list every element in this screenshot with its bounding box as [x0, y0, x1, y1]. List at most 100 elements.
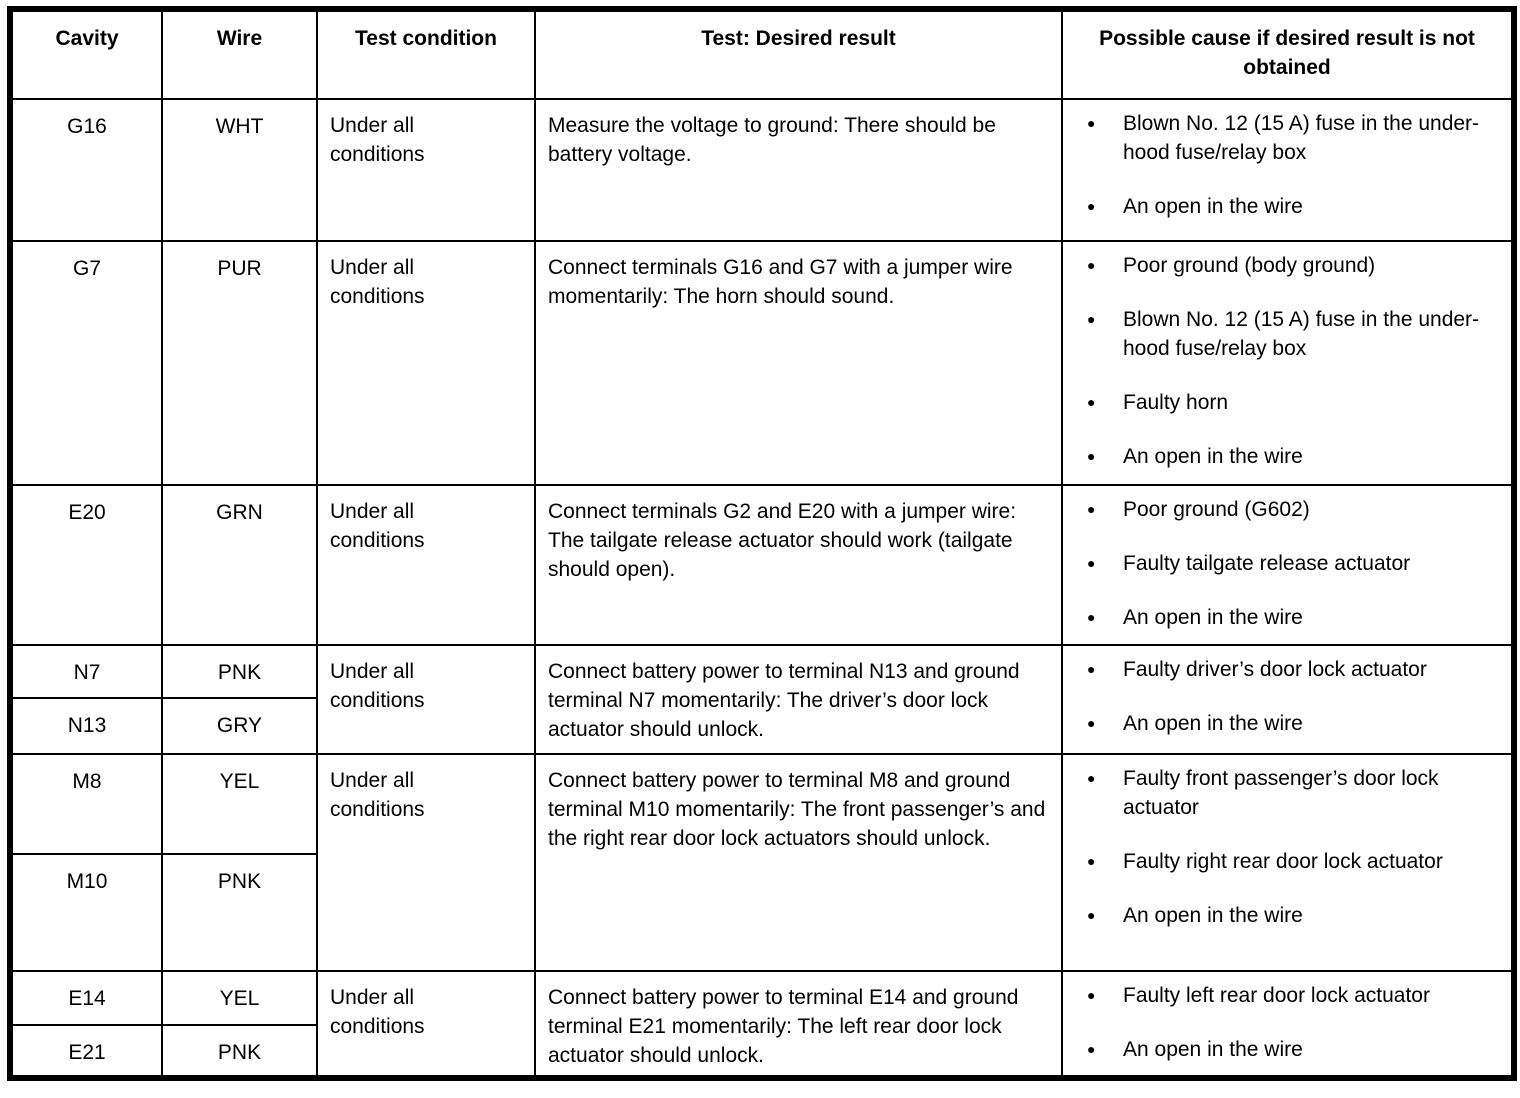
cause-text: An open in the wire [1123, 712, 1303, 735]
test-condition-cell: Under all conditions [316, 970, 536, 1079]
table-row: M8 YEL Under all conditions Connect battery… [9, 753, 1515, 972]
bullet-icon: ● [1087, 661, 1096, 677]
cause-text: Poor ground (G602) [1123, 498, 1310, 521]
cavity-cell: M10 [9, 853, 163, 972]
test-result-cell: Connect terminals G2 and E20 with a jump… [534, 484, 1063, 646]
bullet-icon: ● [1087, 115, 1096, 131]
cause-item: ● Blown No. 12 (15 A) fuse in the under-h… [1087, 109, 1501, 167]
cause-item: ● Faulty left rear door lock actuator [1087, 981, 1501, 1010]
table-row: E14 YEL Under all conditions Connect batter… [9, 970, 1515, 1079]
possible-causes-cell: ● Poor ground (G602) ● Faulty tailgate rele… [1061, 484, 1515, 646]
bullet-icon: ● [1087, 501, 1096, 517]
table-row: G16 WHT Under all conditions Measure the vo… [9, 98, 1515, 242]
cavity-cell: N13 [9, 697, 163, 755]
table-header: Cavity Wire Test condition Test: Desired… [9, 8, 1515, 100]
possible-causes-cell: ● Poor ground (body ground) ● Blown No. 12 … [1061, 240, 1515, 486]
wire-cell: YEL [161, 970, 318, 1026]
table-row: M10 PNK [9, 853, 1514, 972]
cause-text: An open in the wire [1123, 1038, 1303, 1061]
test-result-cell: Connect battery power to terminal E14 an… [534, 970, 1063, 1079]
bullet-icon: ● [1087, 555, 1096, 571]
cause-text: An open in the wire [1123, 445, 1303, 468]
column-header-cavity: Cavity [9, 8, 163, 100]
test-result-cell: Connect battery power to terminal N13 an… [534, 644, 1063, 755]
test-condition-cell: Under all conditions [316, 240, 536, 486]
bullet-icon: ● [1087, 715, 1096, 731]
wire-cell: YEL [161, 753, 318, 855]
cause-text: An open in the wire [1123, 606, 1303, 629]
cause-text: Faulty right rear door lock actuator [1123, 850, 1443, 873]
bullet-icon: ● [1087, 394, 1096, 410]
wire-cell: GRY [161, 697, 318, 755]
bullet-icon: ● [1087, 770, 1096, 786]
cause-text: Poor ground (body ground) [1123, 254, 1376, 277]
cause-item: ● Faulty driver’s door lock actuator [1087, 655, 1501, 684]
cause-item: ● Poor ground (body ground) [1087, 251, 1501, 280]
possible-causes-cell: ● Faulty driver’s door lock actuator ● An o… [1061, 644, 1515, 755]
cause-item: ● An open in the wire [1087, 901, 1501, 930]
wire-cell: WHT [161, 98, 318, 242]
wire-cell: GRN [161, 484, 318, 646]
cause-item: ● Faulty horn [1087, 388, 1501, 417]
header-row: Cavity Wire Test condition Test: Desired… [9, 8, 1515, 100]
test-result-cell: Connect terminals G16 and G7 with a jump… [534, 240, 1063, 486]
column-header-test-condition: Test condition [316, 8, 536, 100]
column-header-wire: Wire [161, 8, 318, 100]
possible-causes-cell: ● Blown No. 12 (15 A) fuse in the under-h… [1061, 98, 1515, 242]
table-row: E20 GRN Under all conditions Connect termin… [9, 484, 1515, 646]
cause-text: An open in the wire [1123, 904, 1303, 927]
cavity-cell: M8 [9, 753, 163, 855]
cause-text: Blown No. 12 (15 A) fuse in the under-ho… [1123, 112, 1480, 164]
cause-item: ● Blown No. 12 (15 A) fuse in the under-h… [1087, 305, 1501, 363]
cause-text: Faulty tailgate release actuator [1123, 552, 1411, 575]
wire-cell: PUR [161, 240, 318, 486]
table-body: G16 WHT Under all conditions Measure the vo… [9, 98, 1515, 1079]
table-row: N7 PNK Under all conditions Connect battery… [9, 644, 1515, 755]
test-condition-cell: Under all conditions [316, 484, 536, 646]
cause-text: Faulty left rear door lock actuator [1123, 984, 1430, 1007]
cavity-cell: E14 [9, 970, 163, 1026]
cause-item: ● Faulty tailgate release actuator [1087, 549, 1501, 578]
cause-item: ● Poor ground (G602) [1087, 495, 1501, 524]
cause-item: ● An open in the wire [1087, 192, 1501, 221]
test-condition-cell: Under all conditions [316, 98, 536, 242]
test-result-cell: Connect battery power to terminal M8 and… [534, 753, 1063, 972]
cavity-cell: E20 [9, 484, 163, 646]
possible-causes-cell: ● Faulty left rear door lock actuator ● An … [1061, 970, 1515, 1079]
column-header-test-desired-result: Test: Desired result [534, 8, 1063, 100]
cause-text: Faulty front passenger’s door lock actua… [1123, 767, 1439, 819]
cavity-cell: G7 [9, 240, 163, 486]
cause-text: Faulty horn [1123, 391, 1229, 414]
bullet-icon: ● [1087, 257, 1096, 273]
wiring-test-table: Cavity Wire Test condition Test: Desired… [7, 6, 1517, 1081]
cause-item: ● An open in the wire [1087, 603, 1501, 632]
bullet-icon: ● [1087, 609, 1096, 625]
possible-causes-cell: ● Faulty front passenger’s door lock actu… [1061, 753, 1515, 972]
table-row: G7 PUR Under all conditions Connect termina… [9, 240, 1515, 486]
column-header-possible-cause: Possible cause if desired result is not … [1061, 8, 1515, 100]
test-result-cell: Measure the voltage to ground: There sho… [534, 98, 1063, 242]
cause-item: ● Faulty right rear door lock actuator [1087, 847, 1501, 876]
bullet-icon: ● [1087, 987, 1096, 1003]
bullet-icon: ● [1087, 448, 1096, 464]
wiring-test-table-page: Cavity Wire Test condition Test: Desired… [7, 6, 1517, 1081]
cause-text: Faulty driver’s door lock actuator [1123, 658, 1427, 681]
cause-item: ● An open in the wire [1087, 709, 1501, 738]
cavity-cell: N7 [9, 644, 163, 699]
table-row: E21 PNK [9, 1024, 1514, 1079]
cause-item: ● An open in the wire [1087, 1035, 1501, 1064]
bullet-icon: ● [1087, 198, 1096, 214]
wire-cell: PNK [161, 853, 318, 972]
cause-text: An open in the wire [1123, 195, 1303, 218]
cause-item: ● Faulty front passenger’s door lock actu… [1087, 764, 1501, 822]
bullet-icon: ● [1087, 1041, 1096, 1057]
test-condition-cell: Under all conditions [316, 753, 536, 972]
cause-text: Blown No. 12 (15 A) fuse in the under-ho… [1123, 308, 1480, 360]
wire-cell: PNK [161, 644, 318, 699]
bullet-icon: ● [1087, 907, 1096, 923]
table-row: N13 GRY [9, 697, 1514, 755]
wire-cell: PNK [161, 1024, 318, 1079]
cause-item: ● An open in the wire [1087, 442, 1501, 471]
bullet-icon: ● [1087, 853, 1096, 869]
bullet-icon: ● [1087, 311, 1096, 327]
